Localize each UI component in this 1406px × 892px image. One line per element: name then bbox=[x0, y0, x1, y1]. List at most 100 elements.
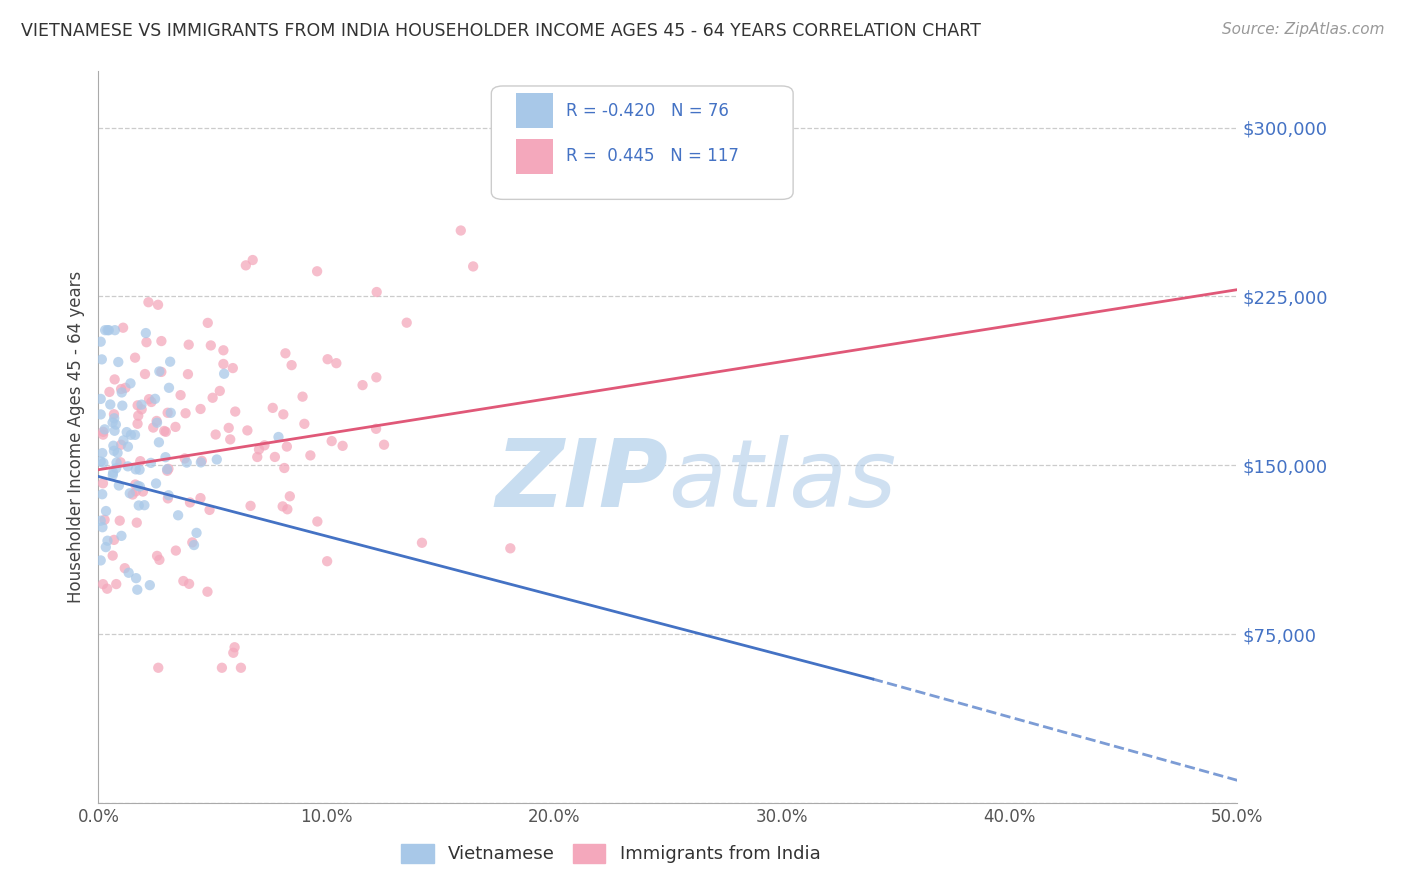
Point bbox=[90, 454, 112, 468]
Point bbox=[103, 411, 125, 425]
Point bbox=[110, 382, 132, 396]
Point bbox=[94, 540, 117, 554]
Point bbox=[177, 367, 200, 381]
Point bbox=[211, 661, 233, 675]
Point bbox=[273, 408, 295, 422]
Point bbox=[190, 454, 212, 468]
Point bbox=[96, 533, 118, 548]
Point bbox=[96, 582, 118, 596]
Point bbox=[224, 404, 246, 418]
Point bbox=[183, 538, 205, 552]
Point bbox=[172, 574, 194, 588]
Text: R =  0.445   N = 117: R = 0.445 N = 117 bbox=[567, 147, 740, 165]
Point bbox=[235, 258, 257, 272]
Point bbox=[316, 554, 339, 568]
Point bbox=[91, 487, 114, 501]
Point bbox=[98, 384, 121, 399]
Point bbox=[181, 535, 204, 549]
Point bbox=[253, 438, 276, 452]
Point bbox=[156, 462, 179, 476]
Point bbox=[325, 356, 347, 370]
Point bbox=[177, 577, 200, 591]
Point bbox=[167, 508, 190, 523]
Point bbox=[124, 428, 146, 442]
Point bbox=[292, 417, 315, 431]
Point bbox=[307, 264, 329, 278]
Point bbox=[316, 352, 339, 367]
Point bbox=[142, 420, 165, 434]
Point bbox=[205, 452, 228, 467]
Point bbox=[135, 335, 157, 350]
Point bbox=[121, 487, 143, 501]
Point bbox=[138, 392, 160, 406]
Point bbox=[125, 571, 148, 585]
Point bbox=[124, 477, 146, 491]
Point bbox=[198, 503, 221, 517]
Point bbox=[125, 484, 148, 499]
Point bbox=[201, 391, 224, 405]
Point bbox=[127, 409, 149, 423]
Point bbox=[150, 334, 173, 348]
Point bbox=[105, 456, 128, 470]
Point bbox=[139, 578, 162, 592]
Point bbox=[236, 424, 259, 438]
Point bbox=[278, 489, 301, 503]
Point bbox=[146, 416, 169, 430]
Point bbox=[91, 427, 114, 442]
Point bbox=[107, 446, 129, 460]
Point bbox=[114, 561, 136, 575]
Point bbox=[218, 421, 240, 435]
Point bbox=[114, 381, 136, 395]
Point bbox=[177, 337, 200, 351]
Point bbox=[190, 455, 212, 469]
Point bbox=[450, 223, 472, 237]
Point bbox=[110, 438, 132, 452]
Point bbox=[120, 427, 142, 442]
Point bbox=[229, 661, 252, 675]
Point bbox=[299, 449, 322, 463]
Point bbox=[157, 381, 180, 395]
Point bbox=[101, 416, 124, 430]
Point bbox=[134, 367, 156, 381]
Point bbox=[91, 425, 114, 439]
Point bbox=[222, 646, 245, 660]
Point bbox=[111, 385, 134, 400]
Point bbox=[103, 443, 125, 458]
Point bbox=[364, 422, 387, 436]
Point bbox=[271, 500, 294, 514]
Point bbox=[148, 435, 170, 450]
Point bbox=[212, 343, 235, 358]
Point bbox=[141, 395, 163, 409]
Text: R = -0.420   N = 76: R = -0.420 N = 76 bbox=[567, 102, 730, 120]
Point bbox=[197, 316, 219, 330]
Point bbox=[332, 439, 354, 453]
Point bbox=[274, 346, 297, 360]
Point bbox=[157, 488, 180, 502]
Point bbox=[115, 425, 138, 439]
Point bbox=[148, 364, 170, 378]
Point bbox=[276, 440, 298, 454]
Point bbox=[273, 461, 295, 475]
Point bbox=[204, 427, 226, 442]
Point bbox=[150, 365, 173, 379]
Point bbox=[219, 433, 242, 447]
Point bbox=[120, 376, 142, 391]
Point bbox=[246, 450, 269, 464]
Point bbox=[200, 338, 222, 352]
Point bbox=[110, 455, 132, 469]
Point bbox=[157, 462, 180, 476]
Point bbox=[190, 402, 212, 417]
Point bbox=[321, 434, 343, 449]
Point bbox=[94, 504, 117, 518]
Point bbox=[91, 446, 114, 460]
Point bbox=[90, 408, 112, 422]
Point bbox=[165, 420, 187, 434]
Point bbox=[118, 486, 141, 500]
Point bbox=[127, 582, 149, 597]
Point bbox=[128, 499, 150, 513]
Point bbox=[174, 406, 197, 420]
Point bbox=[155, 425, 177, 439]
Point bbox=[179, 495, 201, 509]
Point bbox=[90, 392, 112, 406]
Point bbox=[103, 424, 125, 438]
